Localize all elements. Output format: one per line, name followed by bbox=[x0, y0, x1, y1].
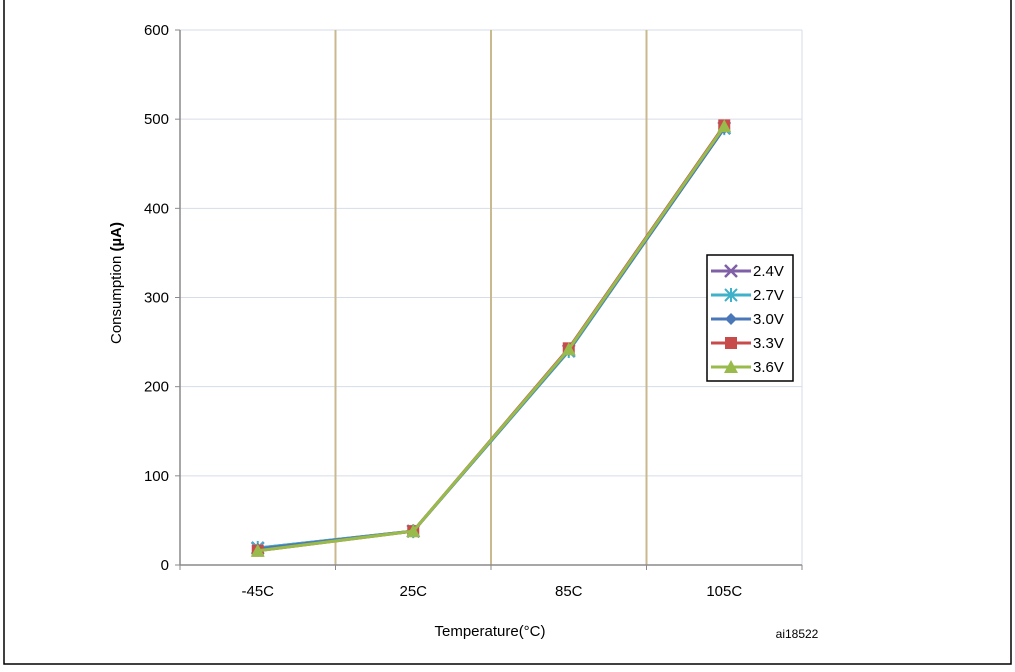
x-tick-label: -45C bbox=[241, 583, 274, 600]
legend-label: 3.0V bbox=[753, 311, 784, 328]
series-line bbox=[257, 125, 726, 553]
legend-swatch-marker bbox=[725, 313, 737, 325]
y-tick-label: 500 bbox=[144, 111, 169, 128]
y-tick-label: 400 bbox=[144, 200, 169, 217]
legend-swatch-marker bbox=[724, 264, 738, 278]
y-tick-label: 0 bbox=[161, 557, 169, 574]
y-axis-label-unit: (µA) bbox=[108, 222, 125, 251]
gridlines bbox=[180, 29, 803, 565]
data-point bbox=[561, 342, 576, 356]
legend-swatch-marker bbox=[724, 360, 738, 373]
x-axis-label: Temperature(°C) bbox=[434, 623, 545, 640]
x-tick-label: 25C bbox=[399, 583, 427, 600]
legend-label: 3.6V bbox=[753, 359, 784, 376]
data-point bbox=[717, 119, 732, 133]
legend-swatch-marker bbox=[725, 337, 737, 349]
y-tick-label: 200 bbox=[144, 379, 169, 396]
legend-label: 2.7V bbox=[753, 287, 784, 304]
y-tick-label: 300 bbox=[144, 290, 169, 307]
series-group bbox=[250, 119, 732, 557]
y-axis-label-text: Consumption bbox=[108, 251, 125, 344]
y-tick-label: 100 bbox=[144, 468, 169, 485]
legend-item: 3.6V bbox=[711, 359, 784, 376]
legend-item: 2.4V bbox=[711, 263, 784, 280]
legend-item: 2.7V bbox=[711, 287, 784, 304]
legend-label: 3.3V bbox=[753, 335, 784, 352]
x-tick-label: 85C bbox=[555, 583, 583, 600]
series-3-6v bbox=[250, 119, 732, 557]
data-point bbox=[406, 524, 421, 538]
y-tick-label: 600 bbox=[144, 22, 169, 39]
legend-item: 3.3V bbox=[711, 335, 784, 352]
figure-border bbox=[3, 0, 1012, 665]
legend-label: 2.4V bbox=[753, 263, 784, 280]
legend-swatch-marker bbox=[724, 288, 738, 302]
data-point bbox=[250, 543, 265, 557]
figure-id-label: ai18522 bbox=[776, 627, 819, 641]
y-axis-label: Consumption (µA) bbox=[108, 222, 125, 344]
legend-item: 3.0V bbox=[711, 311, 784, 328]
x-tick-label: 105C bbox=[706, 583, 742, 600]
legend: 2.4V 2.7V 3.0V 3.3V 3.6V bbox=[706, 254, 794, 382]
y-axis-ticks: 0 100 200 300 400 500 600 bbox=[144, 22, 180, 574]
x-axis-ticks: -45C 25C 85C 105C bbox=[179, 565, 803, 600]
